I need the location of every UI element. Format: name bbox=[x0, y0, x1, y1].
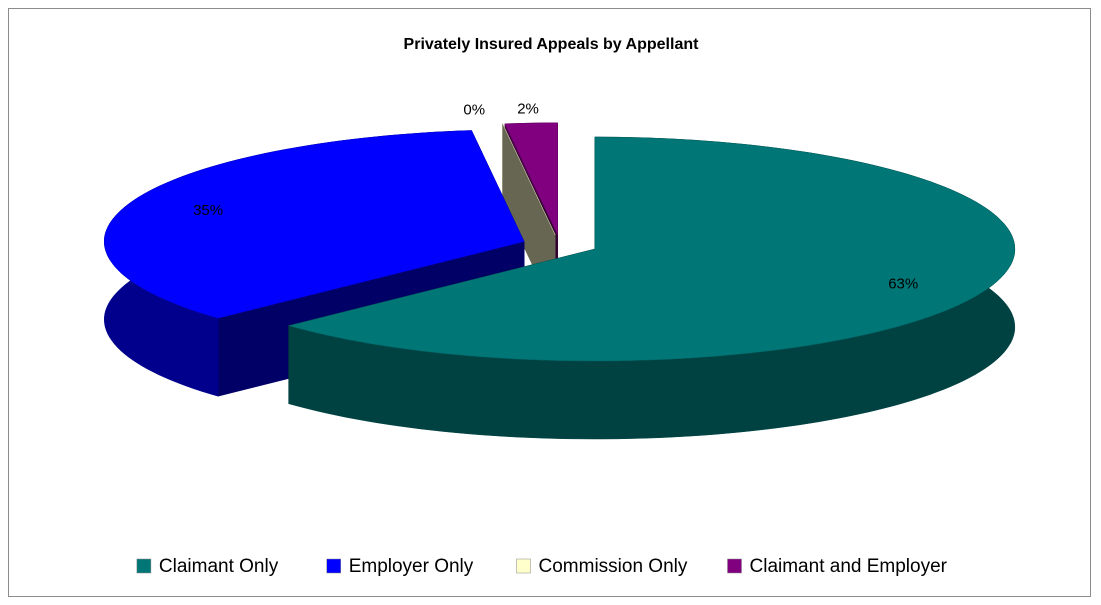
legend-swatch bbox=[326, 558, 341, 574]
data-label: 35% bbox=[193, 202, 223, 219]
data-label: 2% bbox=[517, 101, 539, 118]
legend-swatch bbox=[136, 558, 152, 574]
data-label: 0% bbox=[463, 101, 485, 118]
slice bbox=[287, 136, 1016, 440]
slice-top bbox=[502, 123, 556, 236]
slice-top bbox=[287, 136, 1016, 362]
legend-swatch bbox=[727, 558, 742, 574]
legend-swatch bbox=[516, 558, 531, 574]
slice-top bbox=[104, 130, 525, 319]
slice-top bbox=[504, 122, 558, 236]
legend-label: Claimant Only bbox=[159, 556, 279, 577]
legend-label: Claimant and Employer bbox=[750, 556, 948, 577]
legend-label: Employer Only bbox=[349, 556, 474, 577]
legend-label: Commission Only bbox=[539, 556, 688, 577]
chart-title: Privately Insured Appeals by Appellant bbox=[404, 36, 700, 53]
legend: Claimant Only Employer Only Commission Onl… bbox=[136, 556, 948, 577]
data-label: 63% bbox=[888, 276, 918, 293]
pie: 63% 35% 0% 2% bbox=[104, 101, 1016, 440]
